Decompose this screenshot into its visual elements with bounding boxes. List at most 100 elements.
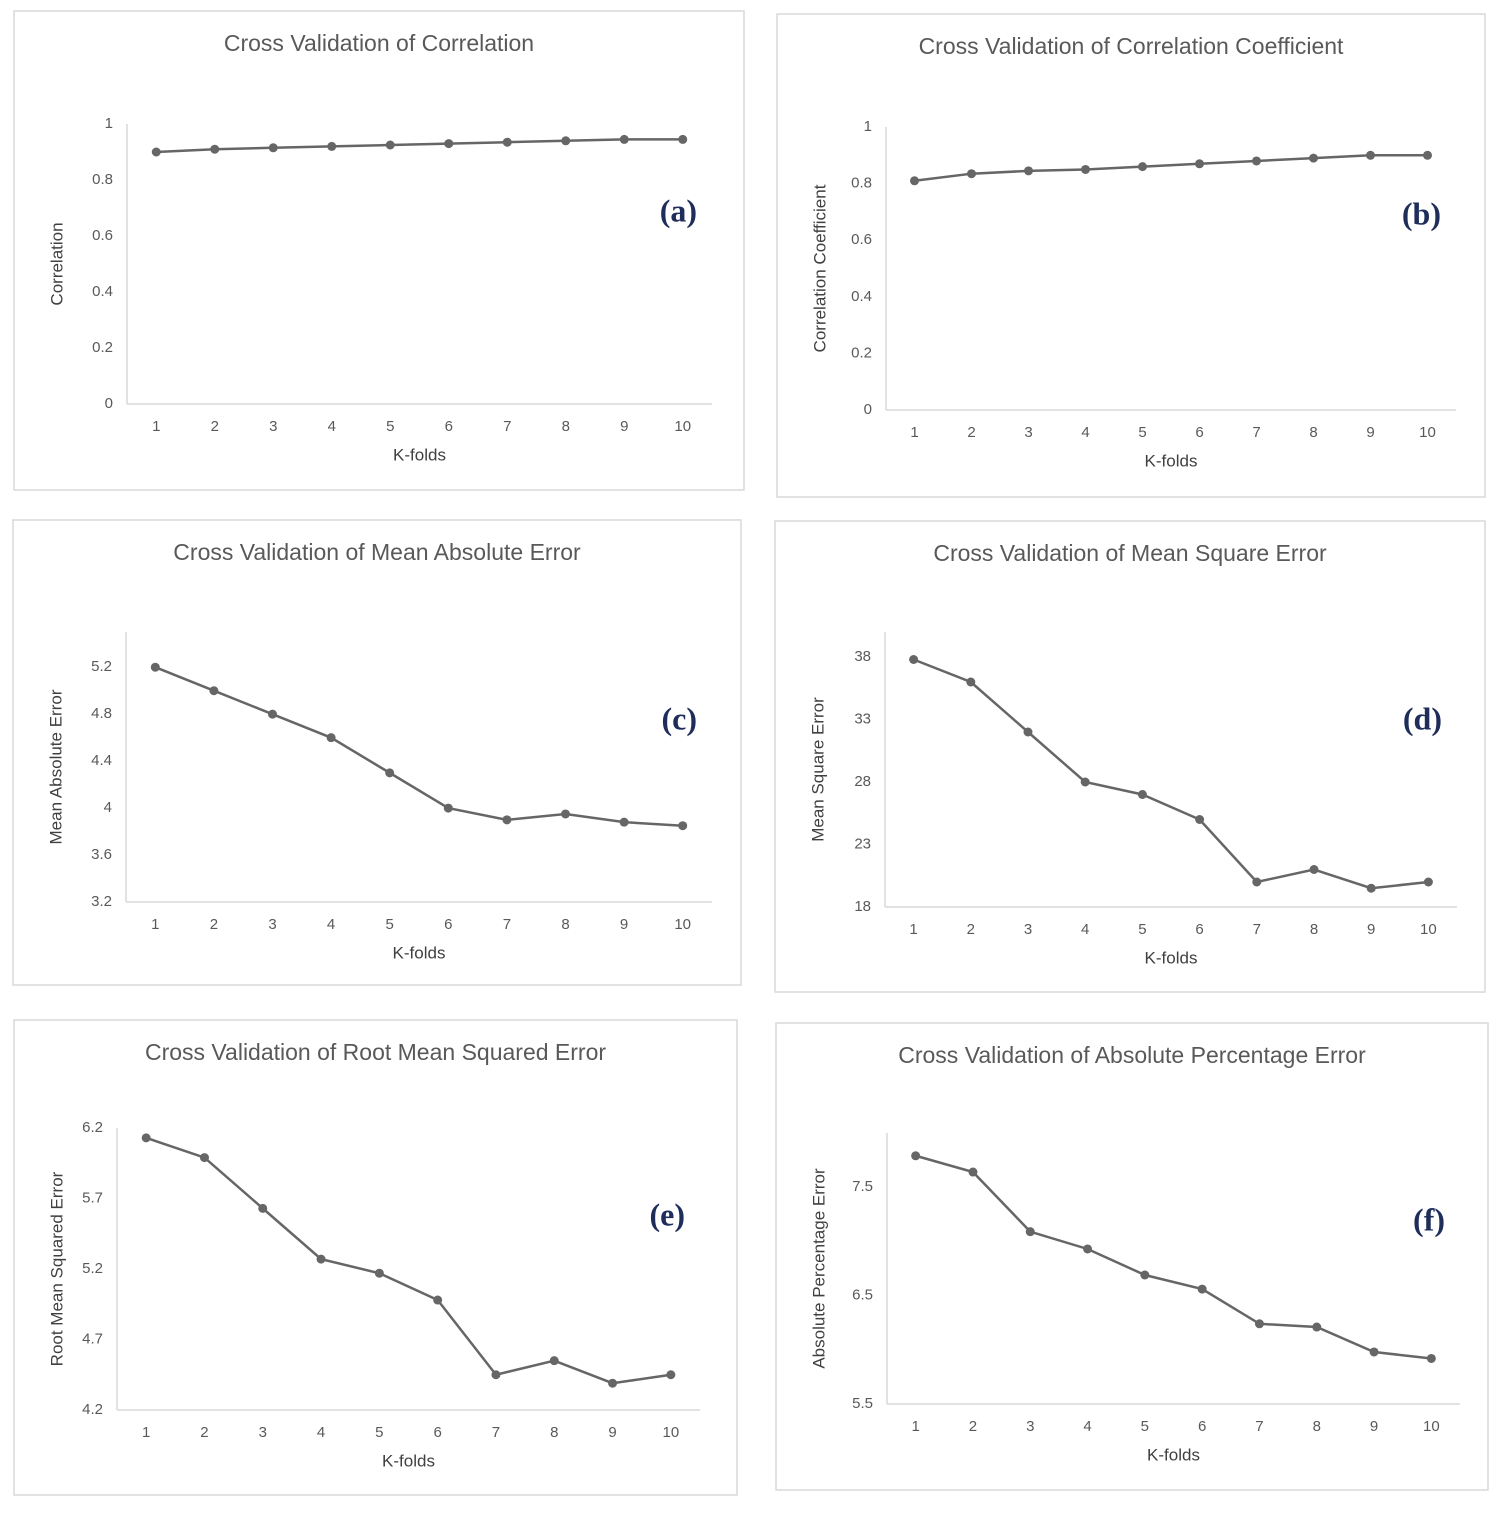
x-tick-label: 3: [1024, 424, 1032, 441]
panel-border: [13, 1019, 738, 1496]
data-point: [433, 1295, 443, 1305]
data-point: [443, 803, 453, 813]
data-point: [1195, 159, 1204, 169]
x-tick-label: 5: [386, 418, 394, 435]
y-tick-label: 23: [854, 835, 871, 852]
x-tick-label: 9: [1366, 424, 1374, 441]
y-tick-label: 7.5: [852, 1178, 873, 1195]
data-point: [1138, 162, 1147, 172]
data-line: [913, 658, 1429, 890]
y-tick-label: 4.8: [91, 705, 112, 722]
data-point: [209, 686, 219, 696]
y-tick-label: 0.8: [851, 175, 872, 192]
data-point: [268, 143, 278, 153]
y-axis-title: Correlation Coefficient: [810, 184, 829, 352]
panel-border: [774, 520, 1486, 993]
x-tick-label: 3: [269, 418, 277, 435]
data-point: [1312, 1322, 1322, 1332]
y-tick-label: 4.4: [91, 752, 112, 769]
x-tick-label: 1: [910, 424, 918, 441]
panel-label: (d): [1403, 700, 1442, 736]
x-tick-label: 7: [503, 418, 511, 435]
x-tick-label: 2: [210, 916, 218, 933]
y-tick-label: 1: [105, 115, 113, 132]
x-tick-label: 1: [151, 916, 159, 933]
panel-label: (e): [649, 1196, 685, 1232]
data-point: [1140, 1270, 1150, 1280]
data-point: [1369, 1347, 1379, 1357]
panel-border: [13, 10, 745, 491]
data-point: [678, 134, 688, 144]
data-point: [909, 655, 919, 664]
x-tick-label: 9: [620, 916, 628, 933]
y-tick-label: 0: [864, 401, 872, 418]
x-tick-label: 10: [674, 916, 691, 933]
y-tick-label: 38: [854, 648, 871, 665]
x-tick-label: 8: [1310, 921, 1318, 938]
x-tick-label: 10: [1419, 424, 1436, 441]
y-tick-label: 0: [105, 395, 113, 412]
x-tick-label: 8: [1313, 1418, 1321, 1435]
x-tick-label: 10: [663, 1424, 680, 1441]
x-tick-label: 2: [969, 1418, 977, 1435]
data-point: [1024, 166, 1033, 176]
x-tick-label: 7: [1253, 921, 1261, 938]
x-tick-label: 1: [152, 418, 160, 435]
data-point: [619, 817, 629, 827]
data-point: [1426, 1353, 1436, 1363]
chart-title: Cross Validation of Correlation Coeffici…: [919, 33, 1344, 59]
x-tick-label: 6: [433, 1424, 441, 1441]
y-tick-label: 0.8: [92, 171, 113, 188]
y-tick-label: 0.4: [851, 288, 872, 305]
data-line: [914, 154, 1428, 183]
data-point: [1025, 1227, 1035, 1237]
x-tick-label: 2: [211, 418, 219, 435]
x-tick-label: 5: [386, 916, 394, 933]
x-tick-label: 2: [200, 1424, 208, 1441]
x-tick-label: 10: [1420, 921, 1437, 938]
data-point: [199, 1153, 209, 1163]
data-point: [549, 1356, 559, 1366]
y-tick-label: 28: [854, 773, 871, 790]
x-axis-title: K-folds: [1145, 948, 1198, 967]
x-tick-label: 7: [492, 1424, 500, 1441]
data-point: [910, 176, 919, 186]
x-tick-label: 3: [268, 916, 276, 933]
data-point: [1254, 1319, 1264, 1329]
data-point: [1197, 1284, 1207, 1294]
y-tick-label: 0.4: [92, 283, 113, 300]
x-tick-label: 2: [967, 424, 975, 441]
x-tick-label: 10: [674, 418, 691, 435]
x-tick-label: 9: [1367, 921, 1375, 938]
x-tick-label: 6: [444, 916, 452, 933]
data-point: [258, 1203, 268, 1213]
data-point: [561, 136, 571, 146]
data-point: [326, 733, 336, 743]
x-tick-label: 3: [259, 1424, 267, 1441]
data-point: [1423, 150, 1432, 160]
x-tick-label: 4: [1083, 1418, 1091, 1435]
x-tick-label: 6: [1198, 1418, 1206, 1435]
panel-border: [776, 13, 1486, 498]
x-axis-title: K-folds: [1145, 451, 1198, 470]
data-point: [678, 821, 688, 831]
x-tick-label: 6: [445, 418, 453, 435]
panel-border: [12, 519, 742, 986]
chart-title: Cross Validation of Mean Absolute Error: [173, 539, 581, 565]
data-point: [385, 768, 395, 778]
y-tick-label: 4.7: [82, 1330, 103, 1347]
data-point: [1080, 777, 1090, 787]
x-tick-label: 3: [1026, 1418, 1034, 1435]
y-tick-label: 4.2: [82, 1401, 103, 1418]
x-tick-label: 9: [608, 1424, 616, 1441]
data-point: [151, 147, 161, 157]
data-point: [1023, 727, 1033, 737]
y-tick-label: 0.2: [851, 344, 872, 361]
data-point: [1309, 153, 1318, 163]
x-tick-label: 9: [620, 418, 628, 435]
panel-border: [775, 1022, 1489, 1491]
data-line: [154, 666, 683, 827]
x-tick-label: 8: [562, 418, 570, 435]
data-point: [1309, 865, 1319, 874]
